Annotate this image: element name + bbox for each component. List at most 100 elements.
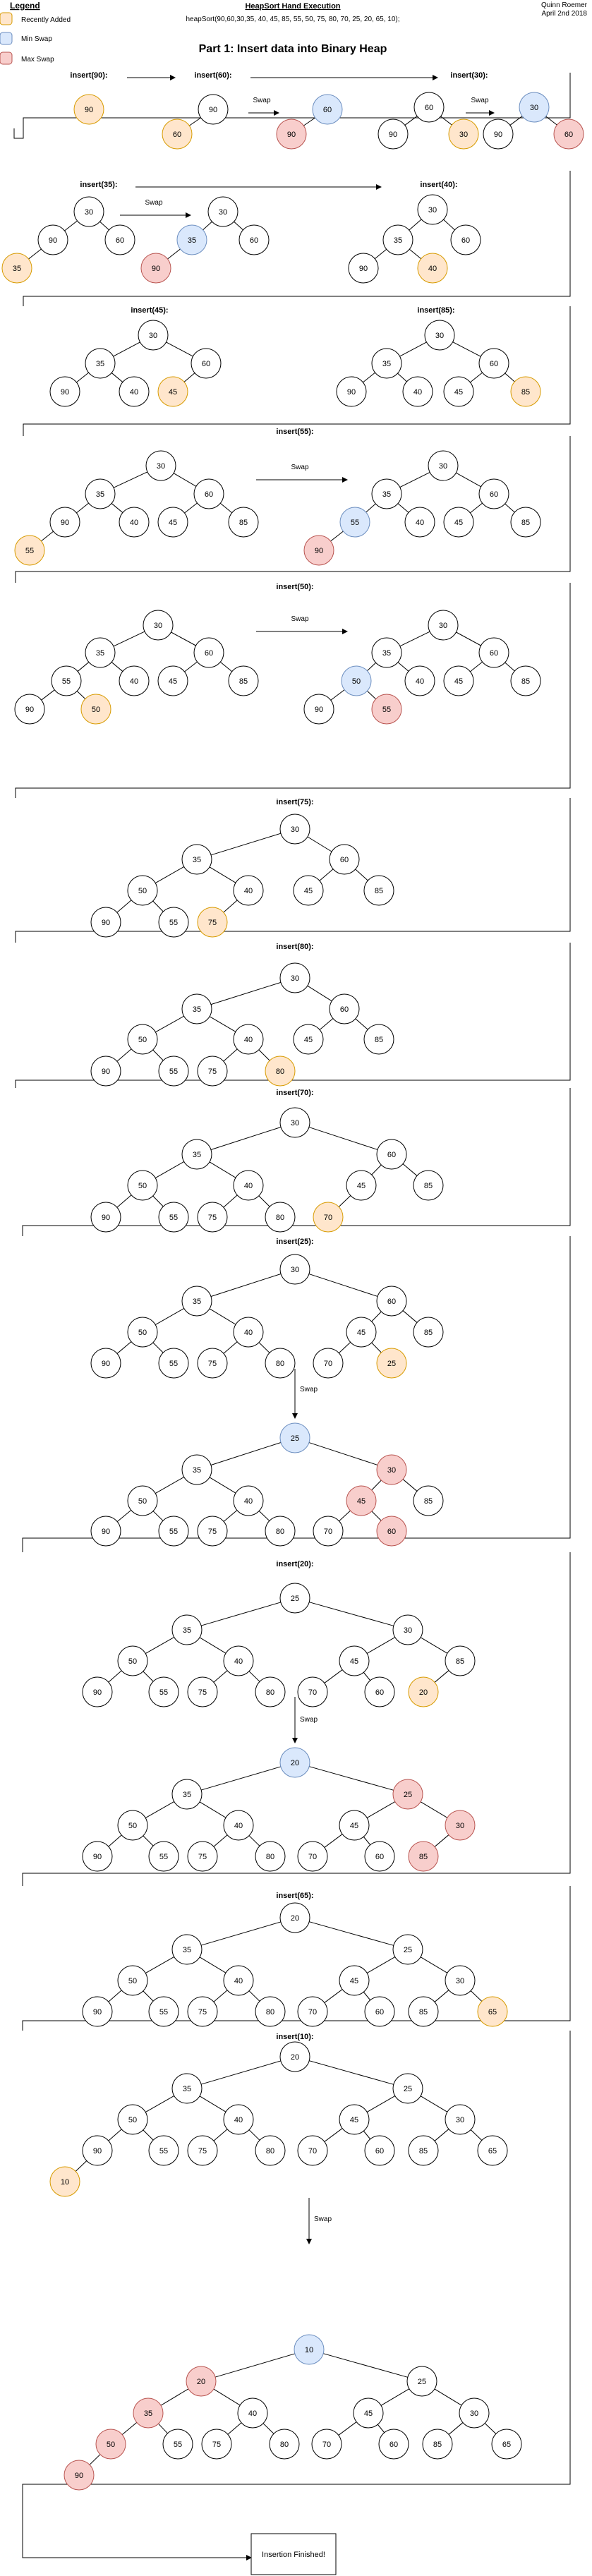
heap-node-value: 40 [234,1977,243,1985]
heap-node: 20 [186,2366,217,2397]
heap-node: 75 [197,1516,228,1547]
heap-node-value: 40 [234,2116,243,2124]
heap-node-value: 50 [138,1497,147,1506]
heap-node: 80 [265,1516,296,1547]
heap-node: 40 [233,1024,264,1055]
heap-node-value: 70 [324,1528,332,1536]
heap-edge [113,631,145,647]
heap-node: 35 [133,2397,164,2429]
heap-node-value: 60 [205,490,213,499]
heap-node-value: 30 [387,1466,396,1475]
heap-node: 85 [408,1841,439,1872]
heap-node-value: 50 [138,887,147,895]
heap-edge [201,1766,281,1791]
heap-node: 80 [265,1056,296,1087]
heap-edge [309,1602,394,1626]
heap-node-circle [265,1202,296,1233]
heap-node: 85 [228,665,259,696]
heap-node-value: 60 [116,236,124,245]
heap-node-circle [145,450,176,481]
heap-node-value: 40 [234,1657,243,1666]
heap-edge [262,2423,274,2434]
heap-node: 90 [90,1348,121,1379]
heap-node: 90 [90,907,121,938]
swap-label: Swap [314,2215,332,2223]
heap-node-circle [445,1645,476,1676]
heap-edge [448,2422,464,2435]
heap-node: 35 [171,2073,203,2104]
step-label: insert(30): [450,71,488,80]
heap-node: 85 [445,1645,476,1676]
heap-node-value: 35 [193,1151,201,1159]
step-label: insert(65): [276,1892,313,1900]
heap-node-circle [371,348,402,379]
heap-node-circle [519,92,550,123]
heap-node-value: 35 [144,2409,152,2418]
heap-node: 90 [90,1202,121,1233]
heap-node: 80 [255,1996,286,2027]
heap-node-value: 75 [198,1853,207,1861]
heap-node-circle [294,2334,325,2365]
heap-node: 75 [187,2135,218,2166]
heap-node-value: 45 [304,887,313,895]
heap-node-value: 55 [62,677,71,686]
heap-node-value: 80 [266,1688,274,1697]
heap-edge [215,2353,295,2378]
heap-node-value: 85 [419,2147,428,2155]
heap-node-value: 40 [130,388,138,397]
heap-node: 30 [279,814,310,845]
heap-node-value: 60 [375,2147,384,2155]
heap-node-circle [143,610,174,641]
heap-node-circle [90,1202,121,1233]
step-label: insert(25): [276,1238,313,1246]
heap-edge [108,1990,122,2002]
heap-edge [145,1636,175,1655]
heap-node-circle [90,907,121,938]
heap-node-circle [197,1056,228,1087]
heap-edge [509,116,523,126]
heap-node: 25 [376,1348,407,1379]
heap-node-value: 55 [169,919,178,927]
heap-node: 45 [339,1965,370,1996]
heap-node: 70 [297,2135,328,2166]
heap-node: 35 [1,253,32,284]
heap-edge [338,2421,357,2436]
heap-node-value: 90 [85,106,93,114]
heap-node-circle [265,1516,296,1547]
heap-node: 60 [413,92,445,123]
heap-node: 70 [297,1841,328,1872]
heap-node-value: 90 [209,106,217,114]
heap-node: 45 [157,507,188,538]
heap-node-circle [193,478,224,509]
step-label: insert(40): [420,181,457,189]
heap-node-circle [49,376,80,407]
heap-node-value: 50 [128,2116,137,2124]
heap-node-circle [133,2397,164,2429]
heap-node-value: 30 [154,622,162,630]
heap-node-value: 75 [208,919,217,927]
heap-node-circle [404,665,435,696]
heap-node: 35 [85,478,116,509]
step-label: insert(35): [80,181,117,189]
heap-node: 75 [201,2429,232,2460]
heap-edge [470,661,483,672]
heap-node-circle [346,1170,377,1201]
heap-node: 35 [181,1454,212,1485]
heap-node-circle [197,1516,228,1547]
heap-edge [223,1341,238,1354]
step-label: insert(80): [276,943,313,951]
heap-edge [470,2129,483,2141]
heap-node-circle [158,1202,189,1233]
heap-node-value: 50 [128,1657,137,1666]
heap-node-circle [477,1996,508,2027]
heap-edge [363,2130,371,2140]
heap-node: 50 [117,1810,148,1841]
heap-node-value: 40 [244,887,253,895]
heap-edge [145,1956,175,1974]
heap-edge [166,341,193,357]
heap-node-value: 75 [208,1360,217,1368]
heap-node-value: 90 [315,547,323,555]
heap-node-circle [85,478,116,509]
heap-node-circle [279,2041,310,2072]
heap-node-value: 25 [404,1791,412,1799]
